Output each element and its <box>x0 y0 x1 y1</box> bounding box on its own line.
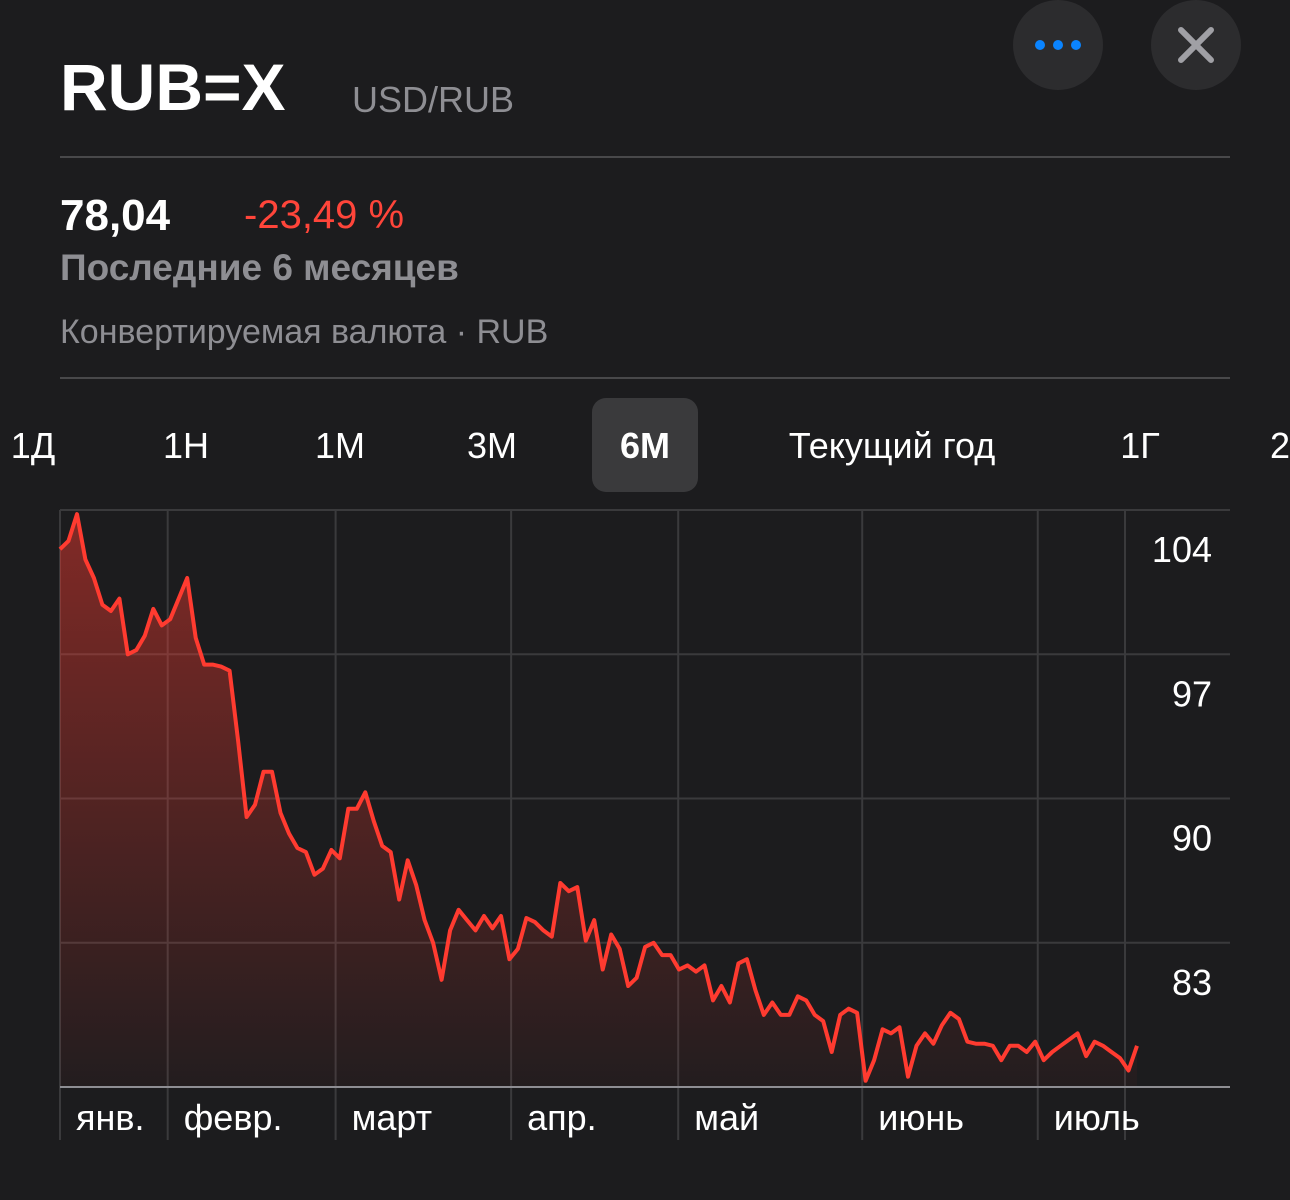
tab-label: 2 <box>1270 425 1290 466</box>
price: 78,04 <box>60 191 171 240</box>
x-tick-label: март <box>352 1097 433 1138</box>
tab-label: 1Г <box>1120 425 1160 466</box>
tab-label: 3М <box>467 425 517 466</box>
tab-label: 1Н <box>163 425 209 466</box>
close-button[interactable] <box>1151 0 1241 90</box>
tab-label: 6М <box>620 425 670 466</box>
period: Последние 6 месяцев <box>60 247 459 288</box>
y-tick-label: 90 <box>1172 818 1212 859</box>
tab[interactable]: 3М <box>467 425 517 466</box>
tab[interactable]: 1М <box>315 425 365 466</box>
more-button[interactable] <box>1013 0 1103 90</box>
line <box>58 512 1139 1083</box>
x-tick-label: май <box>694 1097 759 1138</box>
tab[interactable]: 1Д <box>11 425 55 466</box>
area <box>60 514 1137 1087</box>
tab-label: Текущий год <box>789 425 996 466</box>
tab-bar: 1Д 1Н 1М 3М 6М Текущий год 1Г 2 <box>11 398 1290 492</box>
x-tick-label: февр. <box>184 1097 283 1138</box>
y-tick-label: 83 <box>1172 962 1212 1003</box>
x-tick-label: июнь <box>878 1097 964 1138</box>
x-tick-label: янв. <box>76 1097 145 1138</box>
tab-highlight <box>592 398 698 492</box>
description: Конвертируемая валюта · RUB <box>60 313 548 351</box>
tab-label: 1Д <box>11 425 55 466</box>
y-tick-label: 104 <box>1152 529 1212 570</box>
tab-label: 1М <box>315 425 365 466</box>
chart: 104 97 90 83 янв. февр. март апр. май июнь июль <box>58 509 1230 1140</box>
tab[interactable]: 1Н <box>163 425 209 466</box>
pair-name: USD/RUB <box>352 79 514 120</box>
tab[interactable]: Текущий год <box>789 425 996 466</box>
tab[interactable]: 2 <box>1270 425 1290 466</box>
change: -23,49 % <box>244 193 404 237</box>
x-tick-label: июль <box>1054 1097 1140 1138</box>
tab[interactable]: 1Г <box>1120 425 1160 466</box>
symbol: RUB=X <box>60 50 286 124</box>
x-tick-label: апр. <box>527 1097 597 1138</box>
tab[interactable]: 6М <box>592 398 698 492</box>
y-tick-label: 97 <box>1172 673 1212 714</box>
